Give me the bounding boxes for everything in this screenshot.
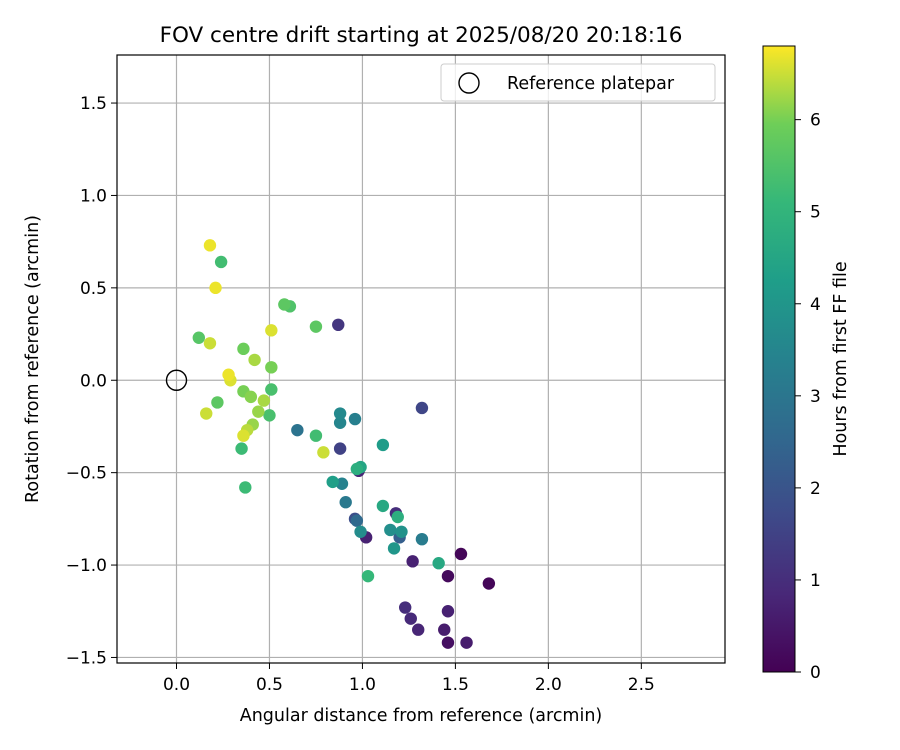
- legend: Reference platepar: [440, 63, 716, 102]
- data-point: [354, 525, 367, 538]
- data-point: [265, 361, 278, 374]
- data-point: [309, 429, 323, 442]
- data-point: [203, 337, 217, 350]
- colorbar-tick-label: 3: [810, 387, 821, 407]
- colorbar-tick-label: 4: [810, 295, 821, 315]
- colorbar-tick-label: 1: [810, 571, 821, 591]
- data-point: [263, 409, 276, 422]
- data-point: [441, 636, 455, 649]
- data-point: [203, 239, 217, 252]
- data-point: [438, 623, 451, 636]
- data-point: [237, 429, 250, 442]
- data-point: [333, 407, 347, 420]
- legend-label-reference: Reference platepar: [507, 74, 675, 94]
- colorbar-ticks: 0 1 2 3 4 5 6: [795, 111, 821, 683]
- data-point: [387, 542, 401, 555]
- data-point: [441, 605, 455, 618]
- x-tick-label: 1.5: [442, 675, 469, 695]
- colorbar-tick-label: 6: [810, 111, 821, 131]
- data-point: [252, 405, 265, 418]
- data-point: [398, 601, 412, 614]
- data-point: [415, 401, 429, 415]
- data-point: [265, 383, 278, 396]
- data-point: [335, 477, 349, 490]
- y-tick-label: 0.5: [80, 279, 107, 299]
- data-point: [317, 446, 330, 459]
- data-point: [332, 318, 345, 332]
- colorbar-label: Hours from first FF file: [831, 261, 851, 456]
- data-point: [235, 442, 248, 455]
- data-point: [239, 481, 252, 494]
- colorbar-tick-label: 5: [810, 203, 821, 223]
- data-point: [192, 331, 206, 344]
- data-point: [214, 255, 228, 269]
- data-point: [211, 396, 224, 409]
- data-point: [432, 557, 445, 570]
- grid: [117, 55, 725, 663]
- data-point: [350, 462, 364, 476]
- y-axis: 1.5 1.0 0.5 0.0 −0.5 −1.0 −1.5: [66, 94, 117, 668]
- legend-box: [440, 63, 716, 102]
- colorbar-gradient: [762, 45, 796, 673]
- data-point: [309, 320, 323, 333]
- y-tick-label: −0.5: [66, 464, 107, 484]
- data-point: [326, 475, 339, 489]
- chart-title: FOV centre drift starting at 2025/08/20 …: [160, 23, 683, 48]
- x-tick-label: 2.5: [628, 675, 655, 695]
- data-point: [415, 532, 429, 546]
- x-axis: 0.0 0.5 1.0 1.5 2.0 2.5: [163, 663, 655, 695]
- y-axis-label: Rotation from reference (arcmin): [23, 215, 43, 503]
- data-point: [333, 442, 347, 455]
- plot-points: [192, 239, 496, 649]
- data-point: [222, 368, 235, 381]
- colorbar-tick-label: 2: [810, 479, 821, 499]
- data-point: [482, 577, 496, 590]
- data-point: [441, 569, 455, 583]
- x-tick-label: 1.0: [349, 675, 376, 695]
- data-point: [404, 612, 417, 625]
- data-point: [460, 636, 473, 649]
- data-point: [339, 496, 352, 509]
- y-tick-label: 1.0: [80, 186, 107, 206]
- data-point: [395, 525, 408, 538]
- data-point: [412, 623, 425, 636]
- data-point: [291, 423, 304, 437]
- y-tick-label: −1.0: [66, 556, 107, 576]
- data-point: [350, 514, 364, 527]
- data-point: [257, 394, 271, 407]
- data-point: [265, 324, 278, 337]
- plot-frame: [116, 54, 726, 664]
- x-tick-label: 0.0: [163, 675, 190, 695]
- x-tick-label: 0.5: [256, 675, 283, 695]
- data-point: [384, 523, 397, 537]
- y-tick-label: −1.5: [66, 648, 107, 668]
- data-point: [237, 342, 250, 356]
- data-point: [391, 510, 404, 524]
- data-point: [200, 407, 213, 420]
- colorbar-tick-label: 0: [810, 663, 821, 683]
- x-axis-label: Angular distance from reference (arcmin): [240, 706, 603, 726]
- data-point: [278, 298, 291, 311]
- data-point: [454, 547, 468, 561]
- data-point: [248, 353, 261, 367]
- colorbar: 0 1 2 3 4 5 6 Hours from first FF file: [762, 45, 851, 683]
- x-tick-label: 2.0: [535, 675, 562, 695]
- data-point: [406, 555, 419, 568]
- y-tick-label: 0.0: [80, 371, 107, 391]
- data-point: [209, 281, 222, 295]
- data-point: [333, 416, 347, 429]
- legend-marker-reference: [458, 72, 480, 94]
- reference-point-marker: [165, 369, 188, 391]
- data-point: [244, 390, 258, 404]
- y-tick-label: 1.5: [80, 94, 107, 114]
- data-point: [361, 569, 375, 583]
- data-point: [376, 438, 390, 452]
- data-point: [348, 412, 362, 426]
- data-point: [376, 499, 390, 513]
